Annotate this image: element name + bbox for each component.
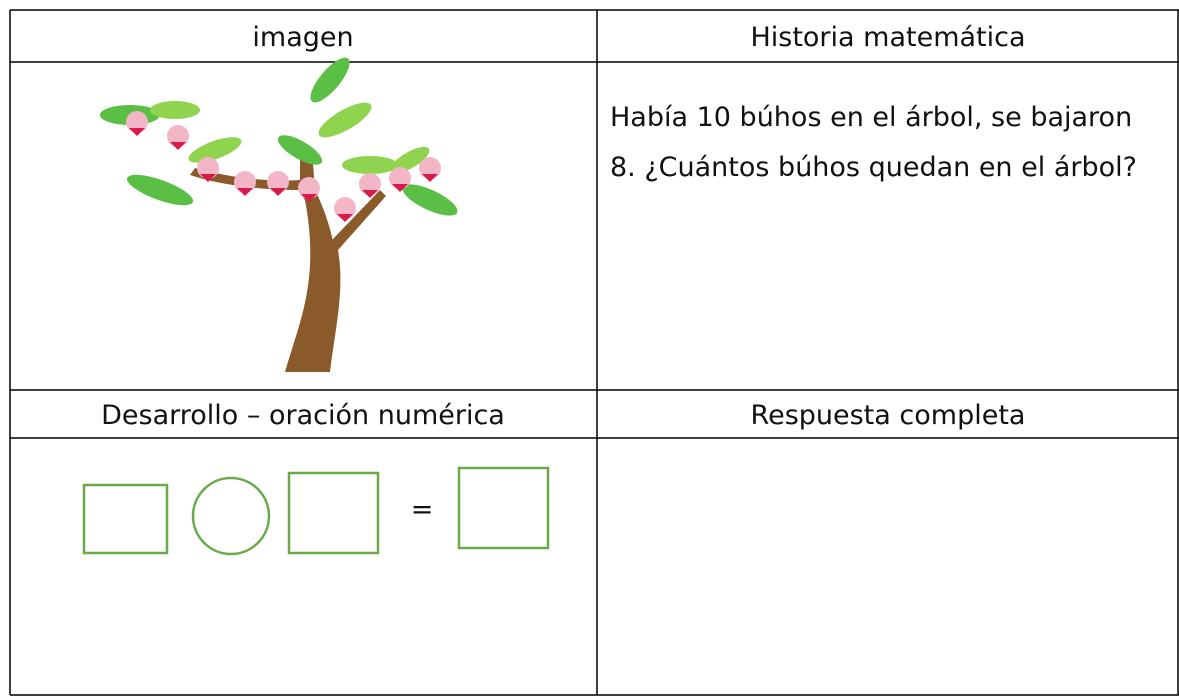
equals-sign: = bbox=[411, 494, 434, 525]
answer-box bbox=[457, 466, 550, 550]
table-grid bbox=[9, 9, 1179, 696]
answer-box bbox=[82, 483, 169, 555]
header-development: Desarrollo – oración numérica bbox=[101, 400, 505, 431]
story-line: Había 10 búhos en el árbol, se bajaron bbox=[610, 102, 1132, 133]
operator-circle bbox=[191, 476, 271, 556]
header-image: imagen bbox=[252, 22, 353, 53]
story-line: 8. ¿Cuántos búhos quedan en el árbol? bbox=[610, 152, 1137, 183]
answer-box bbox=[287, 471, 380, 555]
tree-illustration bbox=[100, 57, 458, 372]
header-story: Historia matemática bbox=[750, 22, 1025, 53]
header-answer: Respuesta completa bbox=[751, 400, 1026, 431]
number-sentence: = bbox=[82, 466, 550, 556]
